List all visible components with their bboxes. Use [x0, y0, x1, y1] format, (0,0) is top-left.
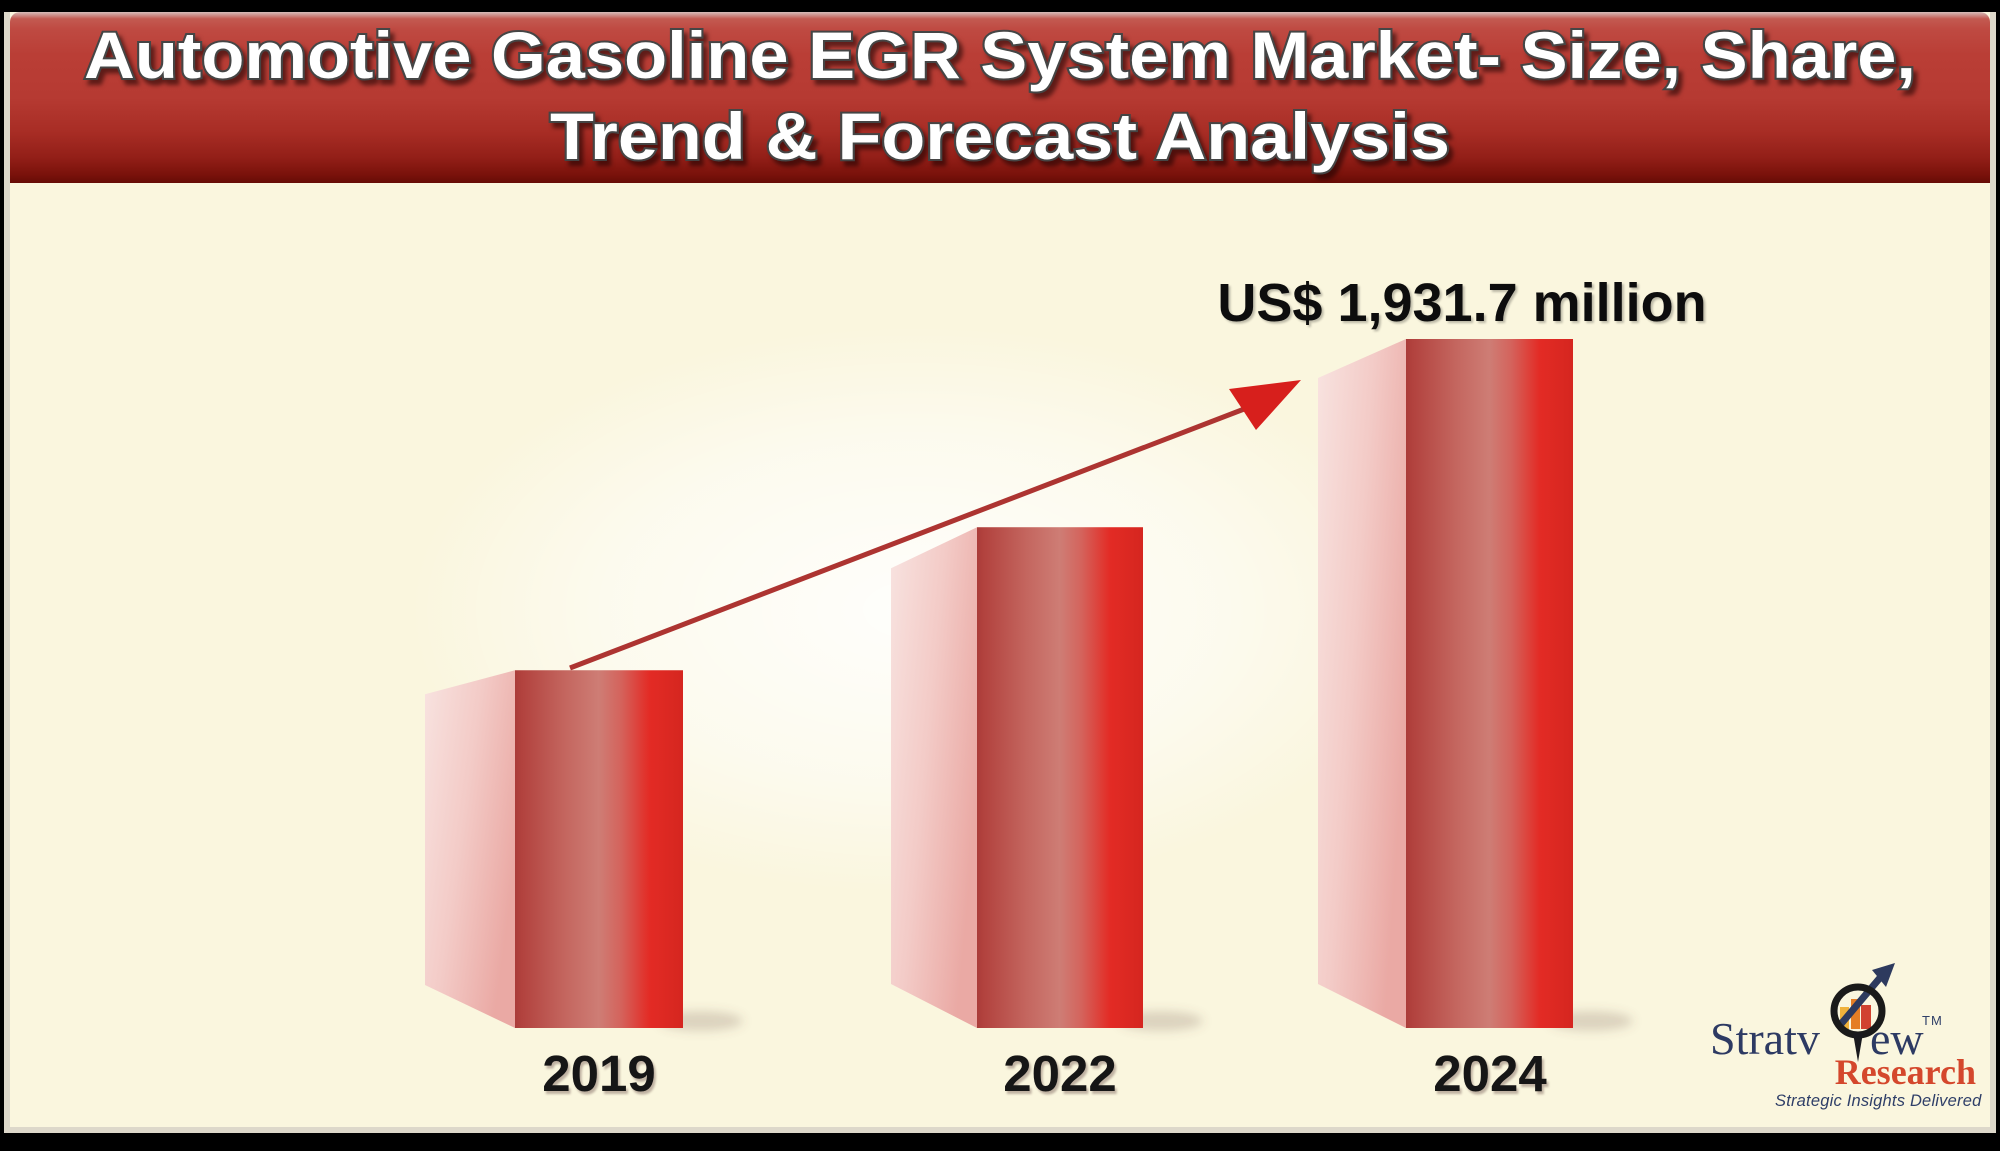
logo-trademark: TM — [1922, 1013, 1943, 1028]
axis-label-2019: 2019 — [542, 1045, 656, 1102]
logo-growth-arrow-shaft — [1837, 969, 1888, 1028]
value-annotation: US$ 1,931.7 million — [1217, 273, 1707, 333]
title-line-2: Trend & Forecast Analysis — [550, 99, 1450, 173]
stratview-research-logo: Stratv ew TM Research Strategic Insights… — [1700, 950, 1992, 1128]
logo-subbrand: Research — [1834, 1052, 1976, 1092]
axis-label-2024: 2024 — [1433, 1045, 1547, 1102]
logo-magnifier-graphic — [1830, 963, 1895, 1062]
title-line-1: Automotive Gasoline EGR System Market- S… — [84, 18, 1916, 92]
logo-growth-arrow-head — [1872, 963, 1895, 987]
content-panel: Automotive Gasoline EGR System Market- S… — [4, 12, 1996, 1133]
title-text-graphic: Automotive Gasoline EGR System Market- S… — [82, 16, 1918, 175]
logo-brand-left: Stratv — [1710, 1013, 1820, 1064]
magnifier-handle-icon — [1853, 1033, 1863, 1062]
logo-bar-red — [1861, 1005, 1871, 1029]
axis-label-2022: 2022 — [1003, 1045, 1117, 1102]
logo-tagline: Strategic Insights Delivered — [1775, 1092, 1982, 1110]
logo-brand-right: ew — [1870, 1013, 1924, 1064]
title-banner: Automotive Gasoline EGR System Market- S… — [10, 12, 1990, 183]
logo-bar-orange — [1851, 999, 1860, 1029]
